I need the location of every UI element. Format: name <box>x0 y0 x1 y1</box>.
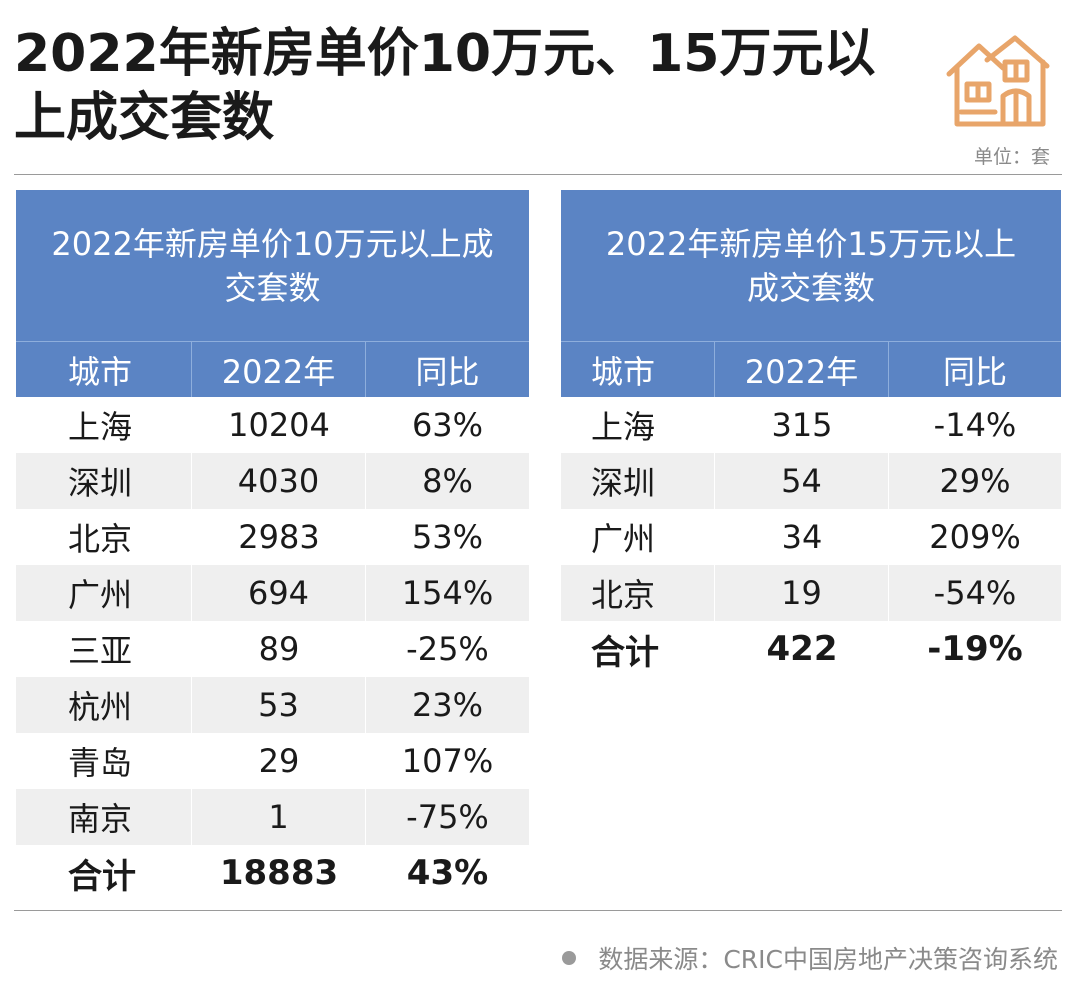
col-header-city: 城市 <box>561 342 715 397</box>
count-cell: 54 <box>715 453 889 509</box>
table-row: 三亚 89 -25% <box>16 621 529 677</box>
total-row: 合计 422 -19% <box>561 621 1061 677</box>
col-header-yoy: 同比 <box>942 352 1007 391</box>
table-row: 上海 315 -14% <box>561 397 1061 453</box>
count-cell: 4030 <box>192 453 366 509</box>
house-icon <box>946 35 1050 127</box>
total-count: 18883 <box>219 853 339 893</box>
bullet-icon <box>562 951 577 965</box>
total-yoy: 43% <box>406 853 489 893</box>
city-cell: 青岛 <box>68 744 133 782</box>
source-note: 数据来源：CRIC中国房地产决策咨询系统 <box>562 940 1058 976</box>
yoy-cell: 8% <box>422 462 473 500</box>
city-cell: 深圳 <box>561 453 715 509</box>
count-cell: 19 <box>715 565 889 621</box>
city-cell: 北京 <box>68 520 133 558</box>
unit-label: 单位：套 <box>973 146 1050 168</box>
yoy-cell: -14% <box>933 406 1017 444</box>
yoy-cell: -54% <box>933 574 1017 612</box>
col-header-city: 城市 <box>16 342 192 397</box>
yoy-cell: -25% <box>406 630 489 668</box>
table-row: 南京 1 -75% <box>16 789 529 845</box>
page-title: 2022年新房单价10万元、15万元以上成交套数 <box>14 24 876 148</box>
yoy-cell: -75% <box>406 798 489 836</box>
city-cell: 广州 <box>16 565 192 621</box>
total-label: 合计 <box>591 632 659 673</box>
bottom-divider <box>14 910 1062 911</box>
table-row: 北京 19 -54% <box>561 565 1061 621</box>
count-cell: 694 <box>192 565 366 621</box>
city-cell: 上海 <box>68 408 133 446</box>
count-cell: 10204 <box>228 406 330 444</box>
count-cell: 1 <box>192 789 366 845</box>
total-count: 422 <box>766 629 838 669</box>
yoy-cell: 154% <box>401 574 494 612</box>
city-cell: 杭州 <box>16 677 192 733</box>
table-row: 青岛 29 107% <box>16 733 529 789</box>
table-row: 北京 2983 53% <box>16 509 529 565</box>
table-title: 2022年新房单价15万元以上成交套数 <box>561 190 1061 341</box>
city-cell: 上海 <box>591 408 656 446</box>
city-cell: 北京 <box>561 565 715 621</box>
col-header-year: 2022年 <box>715 342 889 397</box>
count-cell: 89 <box>258 630 300 668</box>
table-title: 2022年新房单价10万元以上成交套数 <box>16 190 529 341</box>
yoy-cell: 209% <box>929 518 1021 556</box>
yoy-cell: 53% <box>411 518 484 556</box>
table-15w: 2022年新房单价15万元以上成交套数 城市 2022年 同比 上海 315 -… <box>561 190 1061 677</box>
table-row: 广州 34 209% <box>561 509 1061 565</box>
count-cell: 53 <box>192 677 366 733</box>
count-cell: 315 <box>771 406 833 444</box>
column-headers: 城市 2022年 同比 <box>16 341 529 397</box>
col-header-year: 2022年 <box>192 342 366 397</box>
city-cell: 三亚 <box>68 632 133 670</box>
table-10w: 2022年新房单价10万元以上成交套数 城市 2022年 同比 上海 10204… <box>16 190 529 901</box>
count-cell: 34 <box>781 518 823 556</box>
city-cell: 广州 <box>591 520 656 558</box>
total-row: 合计 18883 43% <box>16 845 529 901</box>
yoy-cell: 63% <box>411 406 484 444</box>
column-headers: 城市 2022年 同比 <box>561 341 1061 397</box>
total-yoy: -19% <box>927 629 1023 669</box>
table-row: 深圳 54 29% <box>561 453 1061 509</box>
count-cell: 2983 <box>238 518 320 556</box>
table-row: 深圳 4030 8% <box>16 453 529 509</box>
yoy-cell: 29% <box>939 462 1011 500</box>
table-row: 上海 10204 63% <box>16 397 529 453</box>
table-row: 杭州 53 23% <box>16 677 529 733</box>
source-text: 数据来源：CRIC中国房地产决策咨询系统 <box>598 945 1058 974</box>
top-divider <box>14 174 1062 175</box>
total-label: 合计 <box>68 856 136 897</box>
yoy-cell: 23% <box>411 686 484 724</box>
col-header-yoy: 同比 <box>415 352 480 391</box>
table-row: 广州 694 154% <box>16 565 529 621</box>
count-cell: 29 <box>258 742 300 780</box>
city-cell: 深圳 <box>16 453 192 509</box>
city-cell: 南京 <box>16 789 192 845</box>
yoy-cell: 107% <box>401 742 494 780</box>
